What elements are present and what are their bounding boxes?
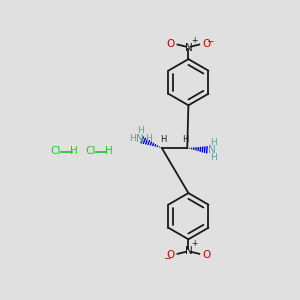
Text: O: O <box>202 250 210 260</box>
Text: N: N <box>184 43 192 52</box>
Text: N: N <box>136 134 144 144</box>
Text: Cl: Cl <box>50 146 61 157</box>
Text: N: N <box>208 145 216 155</box>
Text: H: H <box>182 135 188 144</box>
Text: O: O <box>202 39 210 49</box>
Text: −: − <box>163 254 171 262</box>
Text: +: + <box>191 239 197 248</box>
Text: −: − <box>206 36 213 45</box>
Text: H: H <box>211 153 217 162</box>
Text: H: H <box>70 146 78 157</box>
Text: O: O <box>167 39 175 49</box>
Text: H: H <box>129 134 136 143</box>
Text: H: H <box>211 138 217 147</box>
Text: O: O <box>167 250 175 260</box>
Text: H: H <box>146 134 152 143</box>
Text: N: N <box>184 246 192 256</box>
Text: Cl: Cl <box>85 146 95 157</box>
Text: +: + <box>191 36 197 45</box>
Text: H: H <box>105 146 112 157</box>
Text: H: H <box>137 126 144 135</box>
Text: H: H <box>160 135 166 144</box>
